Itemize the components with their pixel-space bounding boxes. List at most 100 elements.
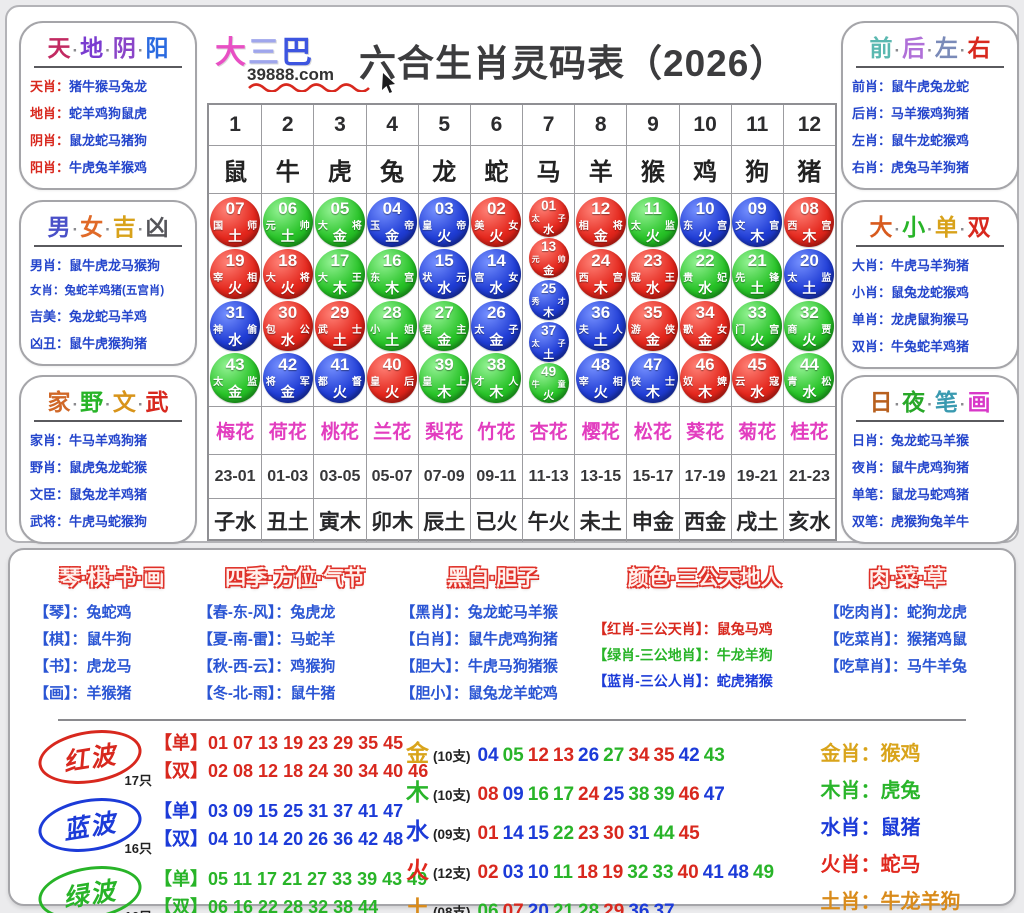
ball-title-left: 夫 xyxy=(578,325,589,336)
ball-title-left: 歌 xyxy=(683,325,694,336)
ball-title-left: 东 xyxy=(683,221,694,232)
ball-element: 土 xyxy=(332,332,347,348)
info-box-title: 日 ·夜 ·笔 ·画 xyxy=(852,383,1008,417)
ball-title-right: 监 xyxy=(247,377,258,388)
title-char: 野 xyxy=(80,389,104,415)
number-ball-31: 31 神 偷水 xyxy=(210,301,261,351)
ball-number: 36 xyxy=(591,303,611,322)
ball-number: 37 xyxy=(541,322,557,338)
category-title: 颜色·三公天地人 xyxy=(627,567,782,590)
time-range: 15-17 xyxy=(626,455,678,498)
dot-separator: · xyxy=(105,220,111,239)
ball-title-left: 大 xyxy=(317,221,328,232)
ball-element: 火 xyxy=(489,228,504,244)
zodiac-animal: 龙 xyxy=(417,146,470,193)
ball-number: 09 xyxy=(747,199,767,218)
table-row-balls: 07 国师土 19 宰相火 31 神偷水 43 太监金 06 元帅土 18 大将火 30 包公水 42 将军金… xyxy=(209,193,835,406)
ball-number: 18 xyxy=(278,251,298,270)
number-ball-49: 49 牛 童火 xyxy=(528,363,569,404)
number-ball-38: 38 才 人木 xyxy=(471,353,522,403)
number-ball-02: 02 美 女火 xyxy=(471,197,522,247)
wave-badge-wrap: 绿波16只 xyxy=(30,859,154,913)
ball-title-left: 才 xyxy=(474,377,485,388)
ball-element: 木 xyxy=(750,228,765,244)
row-value: 猪牛猴马兔龙 xyxy=(69,79,148,94)
table-row: 23-01 01-03 03-05 05-07 07-09 09-11 11-13 13-15… xyxy=(209,454,835,498)
element-char: 木 xyxy=(405,779,429,805)
ball-number: 32 xyxy=(799,303,819,322)
ball-column: 07 国 师土 19 宰 相火 31 神 偷水 43 太 监金 xyxy=(209,194,261,406)
ball-title-right: 官 xyxy=(769,221,780,232)
element-number: 36 xyxy=(628,901,650,913)
number-ball-48: 48 宰 相火 xyxy=(575,353,626,403)
ball-column: 09 文 官木 21 先 锋土 33 门 宫火 45 云 寇水 xyxy=(730,194,783,406)
dot-separator: · xyxy=(72,41,79,60)
ball-number: 13 xyxy=(541,239,557,255)
row-value: 鼠牛虎龙马猴狗 xyxy=(69,258,161,273)
element-row: 土 (08支) 06 07 20 21 28 29 36 37 xyxy=(406,890,821,913)
category-row: 【春-东-风】：兔虎龙 xyxy=(197,604,336,621)
ball-number: 40 xyxy=(382,355,402,374)
ball-title-left: 宰 xyxy=(578,377,589,388)
number-ball-42: 42 将 军金 xyxy=(262,353,313,403)
ball-element: 火 xyxy=(280,280,295,296)
earthly-branch: 寅木 xyxy=(313,499,365,542)
dot-separator: · xyxy=(894,220,901,239)
ball-title-left: 国 xyxy=(213,221,224,232)
earthly-branch: 亥水 xyxy=(782,499,835,542)
time-range: 21-23 xyxy=(782,455,835,498)
site-link[interactable]: 39888.com xyxy=(247,65,334,84)
ball-title-left: 大 xyxy=(265,273,276,284)
number-ball-08: 08 西 宫木 xyxy=(784,197,835,247)
number-ball-22: 22 贵 妃水 xyxy=(680,249,731,299)
column-number: 11 xyxy=(730,105,783,145)
ball-number: 04 xyxy=(382,199,402,218)
category-row: 【书】：虎龙马 xyxy=(34,658,132,675)
site-logo: 大三巴 xyxy=(215,27,314,72)
row-value: 牛虎马蛇猴狗 xyxy=(69,514,148,529)
row-label: 野肖： xyxy=(30,460,70,475)
dot-separator: · xyxy=(927,395,933,414)
flower-name: 菊花 xyxy=(730,407,783,454)
title-char: 左 xyxy=(934,35,958,61)
title-char: 双 xyxy=(967,214,991,240)
row-label: 男肖： xyxy=(30,258,70,273)
number-ball-21: 21 先 锋土 xyxy=(732,249,783,299)
info-row: 天肖：猪牛猴马兔龙 xyxy=(30,76,186,95)
ball-title-left: 神 xyxy=(213,325,224,336)
ball-element: 土 xyxy=(543,348,555,361)
category-title: 肉·菜·草 xyxy=(868,567,946,590)
ball-element: 金 xyxy=(698,332,713,348)
row-value: 兔蛇羊鸡猪(五宫肖) xyxy=(64,285,165,297)
column-number: 10 xyxy=(678,105,731,145)
category-row: 【吃肉肖】：蛇狗龙虎 xyxy=(824,604,967,621)
ball-title-left: 太 xyxy=(787,273,798,284)
ball-title-right: 士 xyxy=(351,325,362,336)
ball-title-right: 宫 xyxy=(821,221,832,232)
title-underline xyxy=(34,245,182,247)
number-ball-13: 13 元 帅金 xyxy=(528,238,569,279)
flower-name: 葵花 xyxy=(678,407,731,454)
flower-name: 竹花 xyxy=(469,407,522,454)
row-label: 大肖： xyxy=(852,258,892,273)
earthly-branch: 戌土 xyxy=(730,499,783,542)
element-numbers: 04 05 12 13 26 27 34 35 42 43 xyxy=(477,745,728,767)
ball-number: 26 xyxy=(486,303,506,322)
element-number: 24 xyxy=(578,784,600,805)
category-rows: 【春-东-风】：兔虎龙 【夏-南-雷】：马蛇羊 【秋-西-云】：鸡猴狗 【冬-北-雨】… xyxy=(198,601,392,703)
element-number: 31 xyxy=(628,823,650,844)
ball-title-left: 宰 xyxy=(213,273,224,284)
ball-title-right: 子 xyxy=(508,325,519,336)
element-number: 28 xyxy=(578,901,600,913)
ball-title-right: 督 xyxy=(351,377,362,388)
flower-name: 梨花 xyxy=(417,407,470,454)
zodiac-animal: 鸡 xyxy=(678,146,731,193)
zodiac-animal: 鼠 xyxy=(223,159,248,186)
wave-even-numbers: 【双】02 08 12 18 24 30 34 40 46 xyxy=(154,761,429,781)
ball-element: 火 xyxy=(543,390,555,403)
title-char: 夜 xyxy=(902,389,926,415)
ball-title-right: 士 xyxy=(664,377,675,388)
ball-element: 土 xyxy=(385,332,400,348)
category-row: 【绿肖-三公地肖】：牛龙羊狗 xyxy=(593,647,773,663)
ball-number: 21 xyxy=(747,251,767,270)
